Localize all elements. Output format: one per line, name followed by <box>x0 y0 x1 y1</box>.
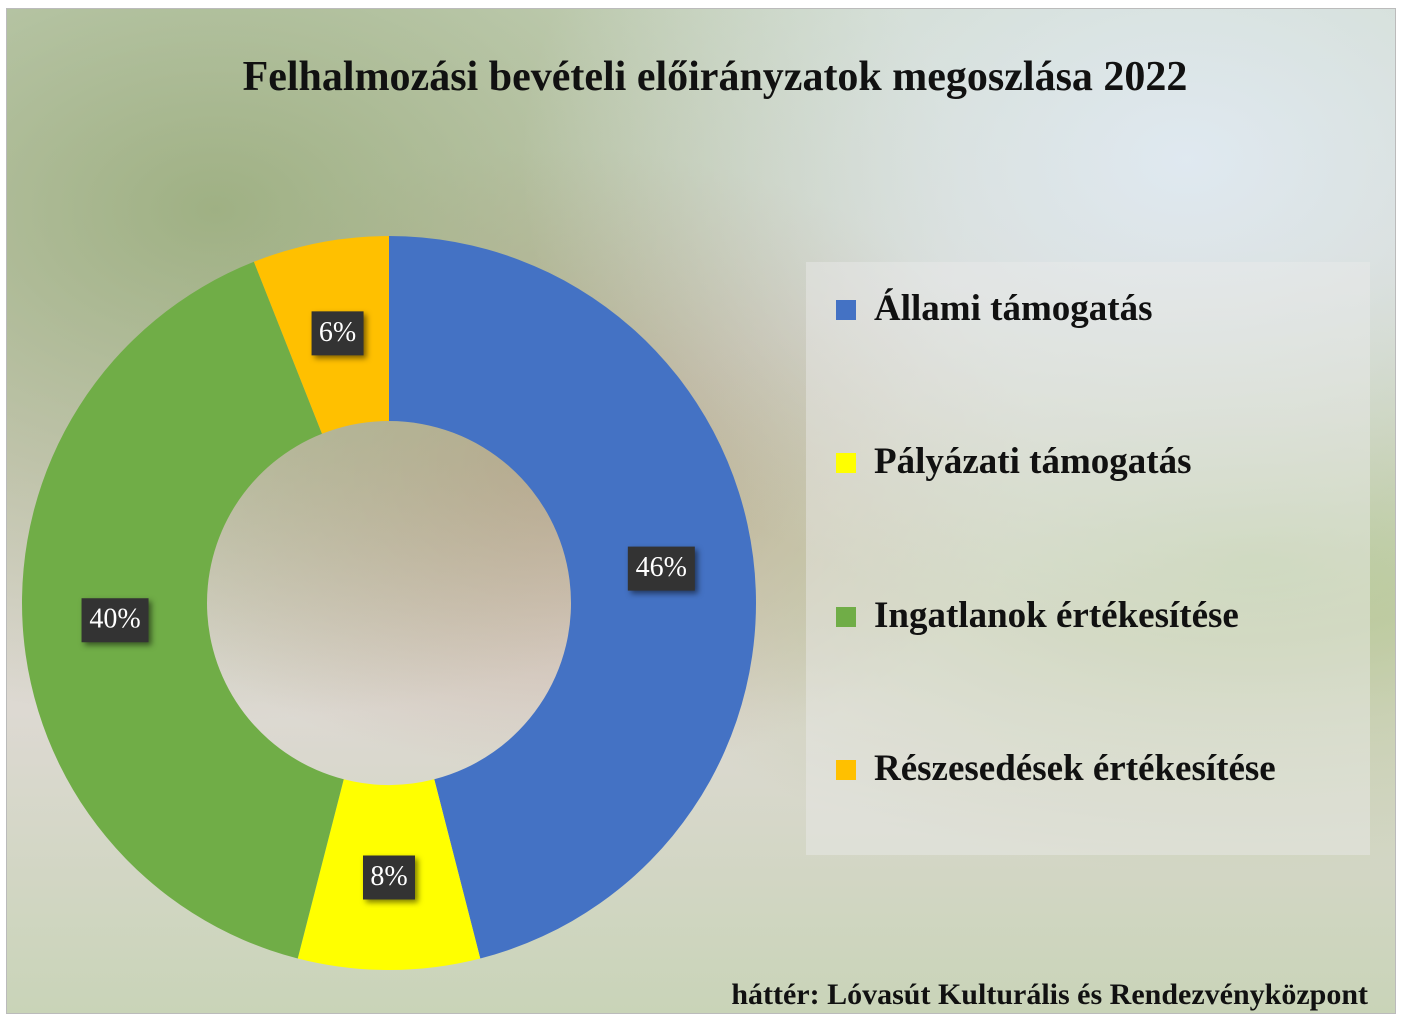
legend-swatch <box>836 760 856 780</box>
legend-label: Részesedések értékesítése <box>874 748 1276 789</box>
data-label: 8% <box>370 861 407 892</box>
legend-item: Állami támogatás <box>836 282 1356 336</box>
legend-item: Ingatlanok értékesítése <box>836 589 1356 643</box>
legend: Állami támogatás Pályázati támogatás Ingat… <box>806 262 1370 855</box>
legend-swatch <box>836 300 856 320</box>
data-label: 46% <box>636 552 687 583</box>
legend-swatch <box>836 607 856 627</box>
legend-label: Pályázati támogatás <box>874 441 1192 482</box>
legend-item: Részesedések értékesítése <box>836 742 1356 796</box>
data-label: 6% <box>319 317 356 348</box>
legend-label: Állami támogatás <box>874 288 1153 329</box>
donut-segment <box>389 236 757 959</box>
legend-label: Ingatlanok értékesítése <box>874 595 1239 636</box>
data-label-box <box>627 546 695 591</box>
source-note: háttér: Lóvasút Kulturális és Rendezvény… <box>731 978 1368 1011</box>
data-label-box <box>311 311 364 356</box>
data-label: 40% <box>89 604 140 635</box>
legend-item: Pályázati támogatás <box>836 435 1356 489</box>
legend-swatch <box>836 453 856 473</box>
chart-title: Felhalmozási bevételi előirányzatok mego… <box>242 54 1188 100</box>
data-label-box <box>363 855 415 900</box>
donut-segment <box>21 261 344 959</box>
data-label-box <box>81 598 149 643</box>
